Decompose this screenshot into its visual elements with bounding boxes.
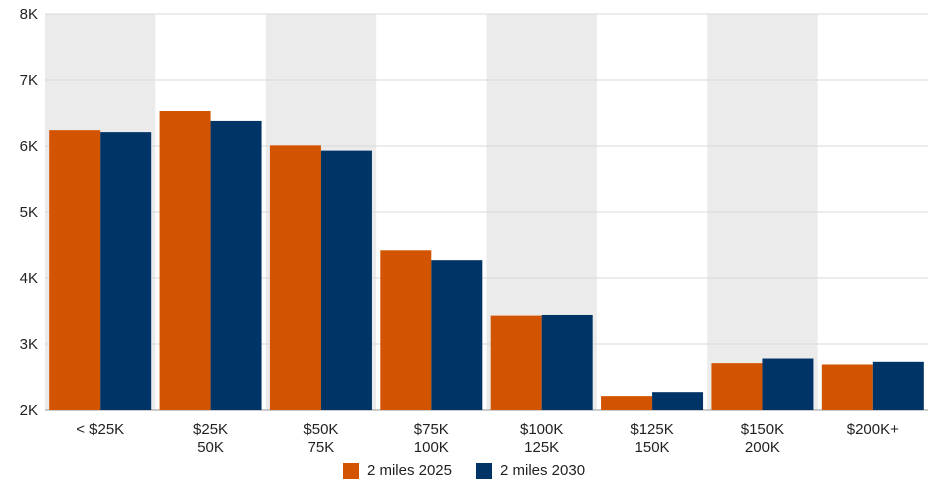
- bar-2025-5[interactable]: [601, 396, 653, 410]
- x-category-label: $25K 50K: [193, 421, 228, 456]
- legend-item-2025[interactable]: 2 miles 2025: [342, 462, 452, 479]
- bar-2030-3[interactable]: [431, 260, 483, 410]
- x-category-label: $200K+: [847, 421, 899, 438]
- bar-2030-1[interactable]: [210, 120, 262, 411]
- legend-item-2030[interactable]: 2 miles 2030: [476, 462, 585, 479]
- bar-2025-7[interactable]: [821, 364, 873, 410]
- legend-label-2030: 2 miles 2030: [500, 462, 586, 479]
- y-tick-label: 7K: [20, 72, 38, 89]
- x-category-label: $75K 100K: [414, 421, 449, 456]
- bar-2030-6[interactable]: [762, 358, 814, 410]
- y-tick-label: 2K: [20, 402, 38, 419]
- x-category-label: < $25K: [76, 421, 124, 438]
- y-tick-label: 8K: [20, 6, 38, 23]
- legend: 2 miles 2025 2 miles 2030: [0, 462, 928, 479]
- y-tick-label: 4K: [20, 270, 38, 287]
- bar-2030-0[interactable]: [100, 132, 152, 410]
- bar-2025-2[interactable]: [269, 145, 321, 410]
- legend-swatch-2025: [342, 462, 359, 479]
- y-tick-label: 5K: [20, 204, 38, 221]
- x-category-label: $50K 75K: [303, 421, 338, 456]
- bar-2030-2[interactable]: [320, 150, 372, 410]
- bar-2025-3[interactable]: [380, 250, 432, 410]
- x-category-label: $100K 125K: [520, 421, 563, 456]
- bar-2030-5[interactable]: [652, 392, 704, 410]
- bar-2025-4[interactable]: [490, 315, 542, 410]
- legend-label-2025: 2 miles 2025: [366, 462, 452, 479]
- bar-2030-7[interactable]: [872, 361, 924, 410]
- bars: [49, 111, 924, 411]
- bar-chart: 2K 3K 4K 5K 6K 7K 8K < $25K $25K 50K $50K 75K $75K 1…: [20, 6, 928, 456]
- x-category-label: $150K 200K: [741, 421, 784, 456]
- y-tick-label: 3K: [20, 336, 38, 353]
- x-axis-labels: < $25K $25K 50K $50K 75K $75K 100K $100K 125K $12…: [76, 421, 899, 456]
- bar-2025-0[interactable]: [49, 130, 101, 410]
- bar-2030-4[interactable]: [541, 314, 593, 410]
- y-tick-label: 6K: [20, 138, 38, 155]
- bar-2025-1[interactable]: [159, 111, 211, 411]
- bar-2025-6[interactable]: [711, 363, 763, 410]
- y-axis-ticks: 2K 3K 4K 5K 6K 7K 8K: [20, 6, 38, 419]
- legend-swatch-2030: [476, 462, 492, 479]
- x-category-label: $125K 150K: [630, 421, 673, 456]
